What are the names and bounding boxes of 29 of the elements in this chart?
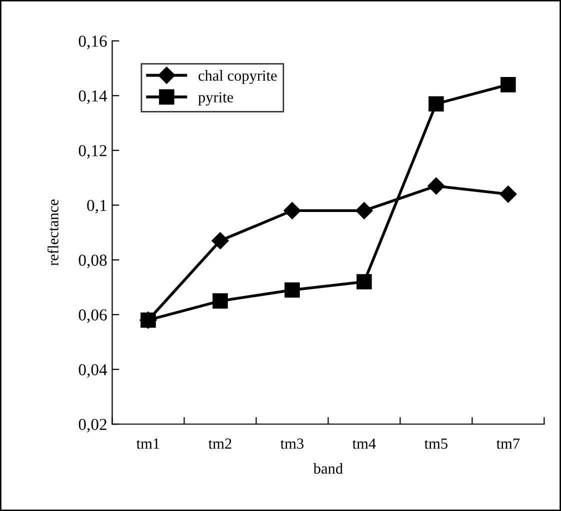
x-tick-label: tm1 [136,438,160,449]
point [212,232,229,250]
point [428,177,445,195]
point [428,96,444,112]
x-tick-label: tm7 [496,438,520,449]
point [500,186,517,203]
x-tick-label: tm5 [424,438,448,449]
legend-label: chal copyrite [198,70,277,84]
y-axis-title: reflectance [47,200,58,266]
point [212,293,228,309]
point [500,77,516,92]
x-tick-label: tm2 [208,438,232,449]
y-tick-label: 0,04 [78,364,108,378]
x-tick-label: tm4 [352,438,376,449]
x-tick-label: tm3 [280,438,304,449]
point [356,202,373,220]
point [284,202,301,220]
y-tick-label: 0,1 [87,200,106,214]
y-tick-label: 0,08 [78,254,107,268]
y-tick-label: 0,16 [78,36,107,50]
y-tick-label: 0,12 [78,145,106,159]
point [284,282,300,298]
x-axis-title: band [313,462,343,474]
point [356,274,372,290]
y-tick-label: 0,02 [78,418,106,432]
point [140,312,156,328]
y-tick-label: 0,14 [78,90,108,104]
legend-label: pyrite [198,92,234,106]
y-tick-label: 0,06 [78,309,107,323]
